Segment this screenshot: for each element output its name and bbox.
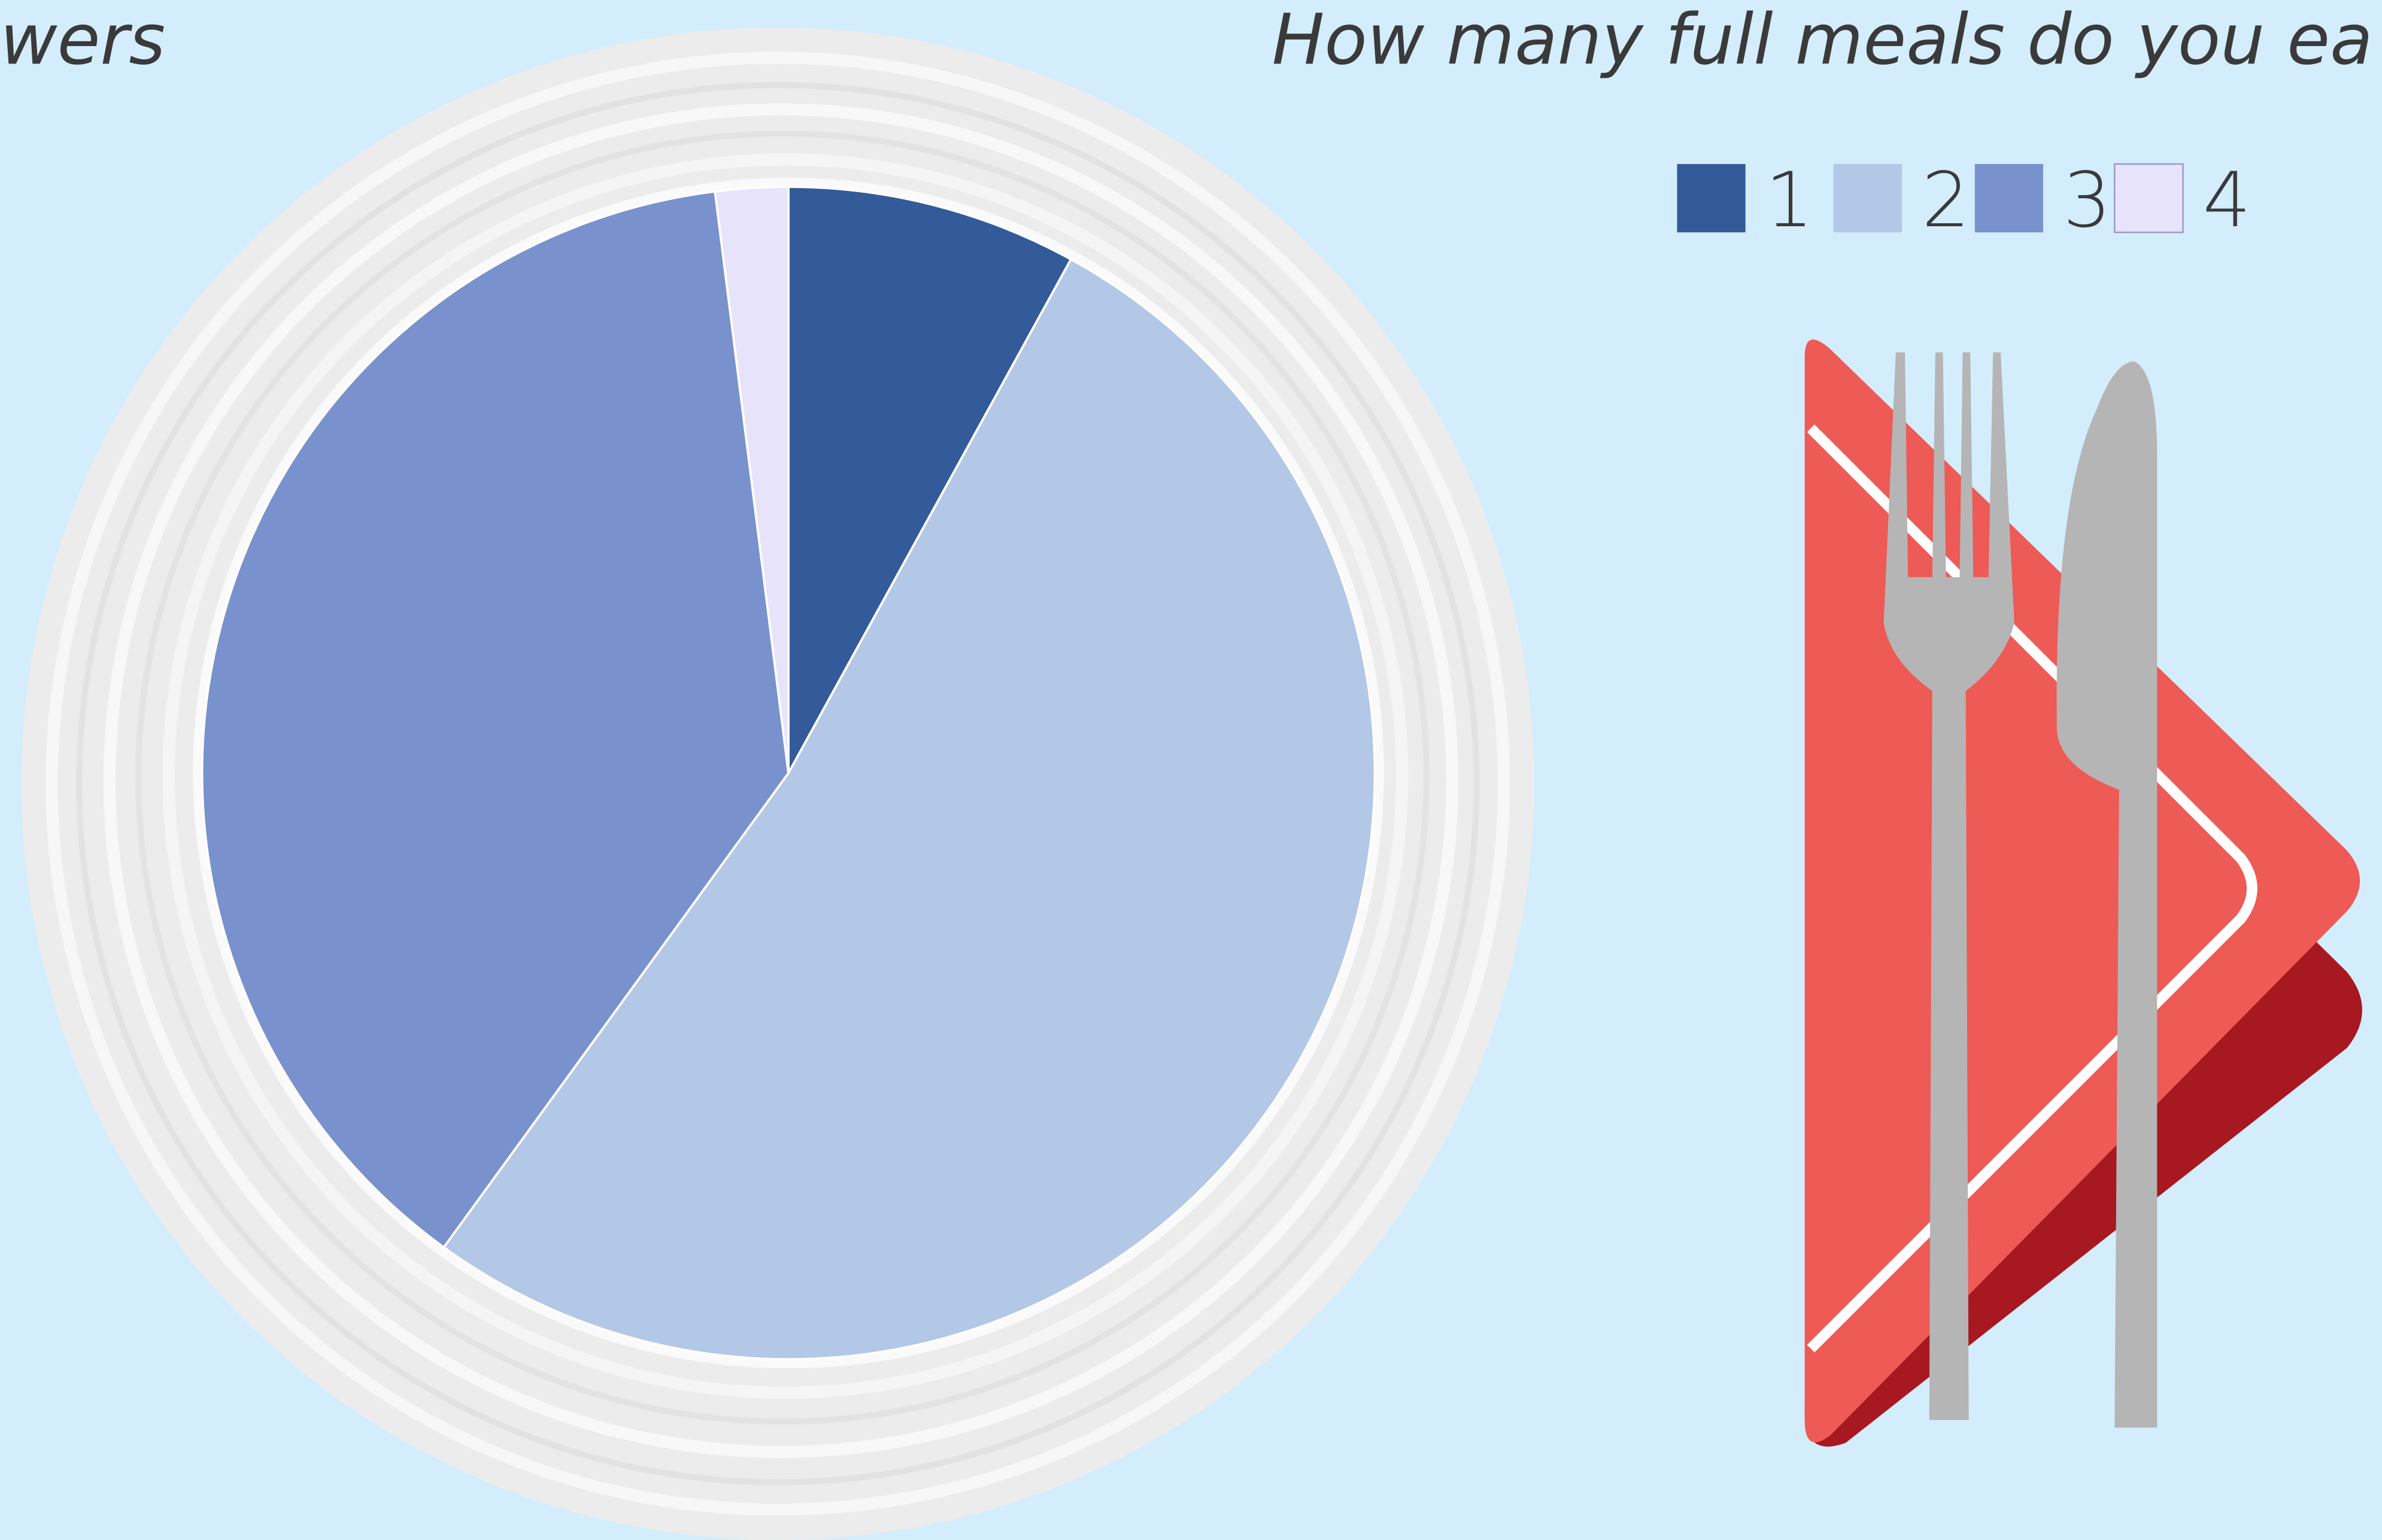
legend-label: 2: [1922, 156, 1970, 244]
legend-swatch: [1834, 164, 1902, 232]
page: wers How many full meals do you ea 1234 …: [0, 0, 2382, 1540]
chart: wers How many full meals do you ea 1 2 3 4: [0, 0, 2382, 1540]
legend-label: 1: [1765, 156, 1814, 244]
legend-swatch: [2114, 164, 2183, 232]
pie: [202, 187, 1375, 1359]
chart-title: How many full meals do you ea: [1272, 0, 2373, 81]
legend-swatch: [1975, 164, 2043, 232]
legend-label: 3: [2063, 156, 2111, 244]
left-title: wers: [0, 0, 165, 81]
legend-swatch: [1677, 164, 1745, 232]
legend-label: 4: [2202, 156, 2251, 244]
